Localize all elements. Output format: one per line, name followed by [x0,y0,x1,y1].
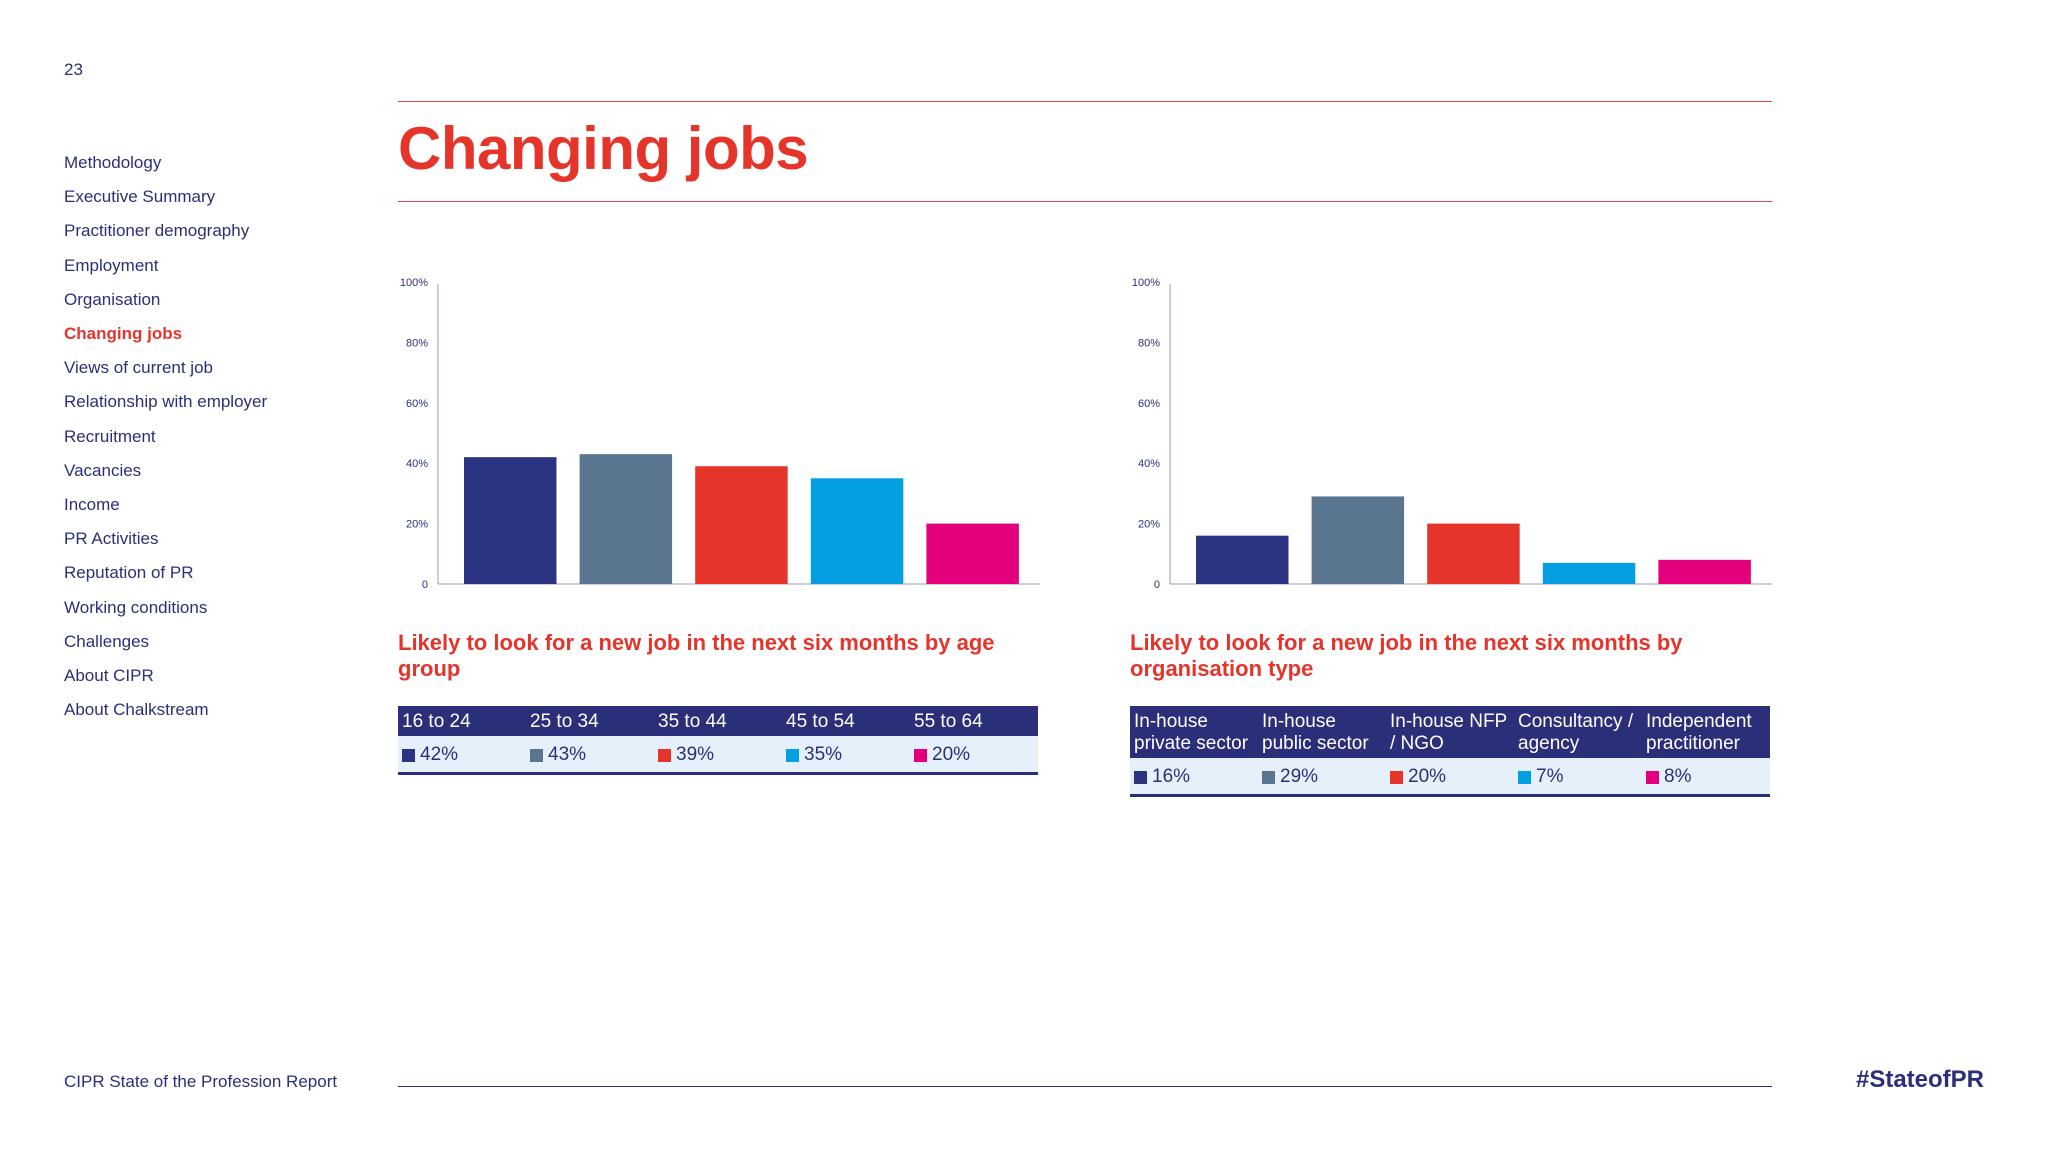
bar [1542,562,1636,584]
y-tick-label: 0 [1154,579,1160,591]
footer-report-name: CIPR State of the Profession Report [64,1072,338,1091]
legend-swatch [1390,770,1403,784]
value-label: 20% [1408,766,1447,787]
sidebar-item-income[interactable]: Income [64,495,120,515]
title-rule-bottom [398,201,1772,202]
sidebar-item-vacancies[interactable]: Vacancies [64,460,142,480]
table-row: 16% 29% 20% 7% 8% [1130,758,1770,794]
bar [1427,523,1520,584]
y-tick-label: 40% [406,458,428,470]
footer-hashtag[interactable]: #StateofPR [1855,1066,1984,1093]
page-title: Changing jobs [398,115,809,182]
organisation-type-chart-title: Likely to look for a new job in the next… [1130,630,1683,681]
table-header-cell: 55 to 64 [914,711,983,732]
sidebar-item-relationship-with-employer[interactable]: Relationship with employer [64,392,268,412]
sidebar-item-about-cipr[interactable]: About CIPR [64,666,154,686]
y-tick-label: 100% [1132,277,1160,289]
legend-swatch [1262,770,1275,784]
organisation-type-bar-chart: 0 20% 40% 60% 80% 100% [1132,277,1772,591]
value-label: 16% [1152,766,1191,787]
sidebar-item-recruitment[interactable]: Recruitment [64,426,156,446]
value-label: 7% [1536,766,1564,787]
table-cell: 8% [1642,758,1770,794]
legend-swatch [1518,770,1531,784]
value-label: 35% [804,744,843,765]
sidebar-item-methodology[interactable]: Methodology [64,153,162,172]
value-label: 39% [676,744,715,765]
sidebar-item-employment[interactable]: Employment [64,255,159,275]
page-number: 23 [64,60,83,79]
table-header-cell: In-house private sector [1134,711,1249,754]
table-header-row: In-house private sector In-house public … [1130,706,1770,758]
bar [695,466,788,584]
y-tick-label: 100% [400,277,428,289]
sidebar-nav: Methodology Executive Summary Practition… [64,146,364,727]
table-cell: 16% [1130,758,1258,794]
table-row: 42% 43% 39% 35% 20% [398,736,1038,772]
table-cell: 39% [654,736,782,772]
table-cell: 7% [1514,758,1642,794]
legend-swatch [1646,770,1659,784]
table-cell: 20% [1386,758,1514,794]
y-tick-label: 60% [1138,398,1160,410]
y-tick-label: 40% [1138,458,1160,470]
footer-rule [398,1086,1772,1087]
legend-swatch [914,748,927,762]
bar [579,454,673,584]
sidebar-item-organisation[interactable]: Organisation [64,289,161,309]
table-header-cell: In-house NFP / NGO [1390,711,1507,754]
table-header-cell: 35 to 44 [658,711,727,732]
sidebar-item-executive-summary[interactable]: Executive Summary [64,187,216,207]
value-label: 8% [1664,766,1692,787]
table-cell: 20% [910,736,1038,772]
y-tick-label: 80% [1138,337,1160,349]
value-label: 42% [420,744,459,765]
sidebar-item-pr-activities[interactable]: PR Activities [64,529,159,549]
age-group-chart-title: Likely to look for a new job in the next… [398,630,995,681]
table-header-cell: Independent practitioner [1646,711,1752,754]
table-header-cell: 25 to 34 [530,711,599,732]
legend-swatch [530,748,543,762]
value-label: 20% [932,744,971,765]
y-tick-label: 80% [406,337,428,349]
sidebar-item-working-conditions[interactable]: Working conditions [64,597,208,617]
legend-swatch [658,748,671,762]
age-group-bar-chart: 0 20% 40% 60% 80% 100% [400,277,1040,591]
table-header-cell: In-house public sector [1262,711,1369,754]
value-label: 43% [548,744,587,765]
table-header-cell: 16 to 24 [402,711,471,732]
bar [926,523,1019,584]
bar [1658,559,1751,584]
y-tick-label: 60% [406,398,428,410]
sidebar-item-challenges[interactable]: Challenges [64,631,150,651]
organisation-type-table: In-house private sector In-house public … [1130,706,1770,797]
sidebar-item-views-of-current-job[interactable]: Views of current job [64,358,213,378]
sidebar-item-reputation-of-pr[interactable]: Reputation of PR [64,563,194,583]
bar [1311,496,1405,584]
table-cell: 29% [1258,758,1386,794]
sidebar-item-practitioner-demography[interactable]: Practitioner demography [64,221,250,241]
value-label: 29% [1280,766,1319,787]
legend-swatch [786,748,799,762]
table-header-cell: Consultancy / agency [1518,711,1634,754]
y-tick-label: 0 [422,579,428,591]
bar [464,457,557,584]
bar [810,478,904,584]
table-cell: 35% [782,736,910,772]
legend-swatch [1134,770,1147,784]
y-tick-label: 20% [1138,519,1160,531]
title-rule-top [398,101,1772,102]
table-header-row: 16 to 24 25 to 34 35 to 44 45 to 54 55 t… [398,706,1038,736]
table-cell: 42% [398,736,526,772]
legend-swatch [402,748,415,762]
y-tick-label: 20% [406,519,428,531]
sidebar-item-changing-jobs[interactable]: Changing jobs [64,324,183,344]
table-header-cell: 45 to 54 [786,711,855,732]
sidebar-item-about-chalkstream[interactable]: About Chalkstream [64,700,209,720]
age-group-table: 16 to 24 25 to 34 35 to 44 45 to 54 55 t… [398,706,1038,775]
bar [1196,535,1289,584]
table-cell: 43% [526,736,654,772]
